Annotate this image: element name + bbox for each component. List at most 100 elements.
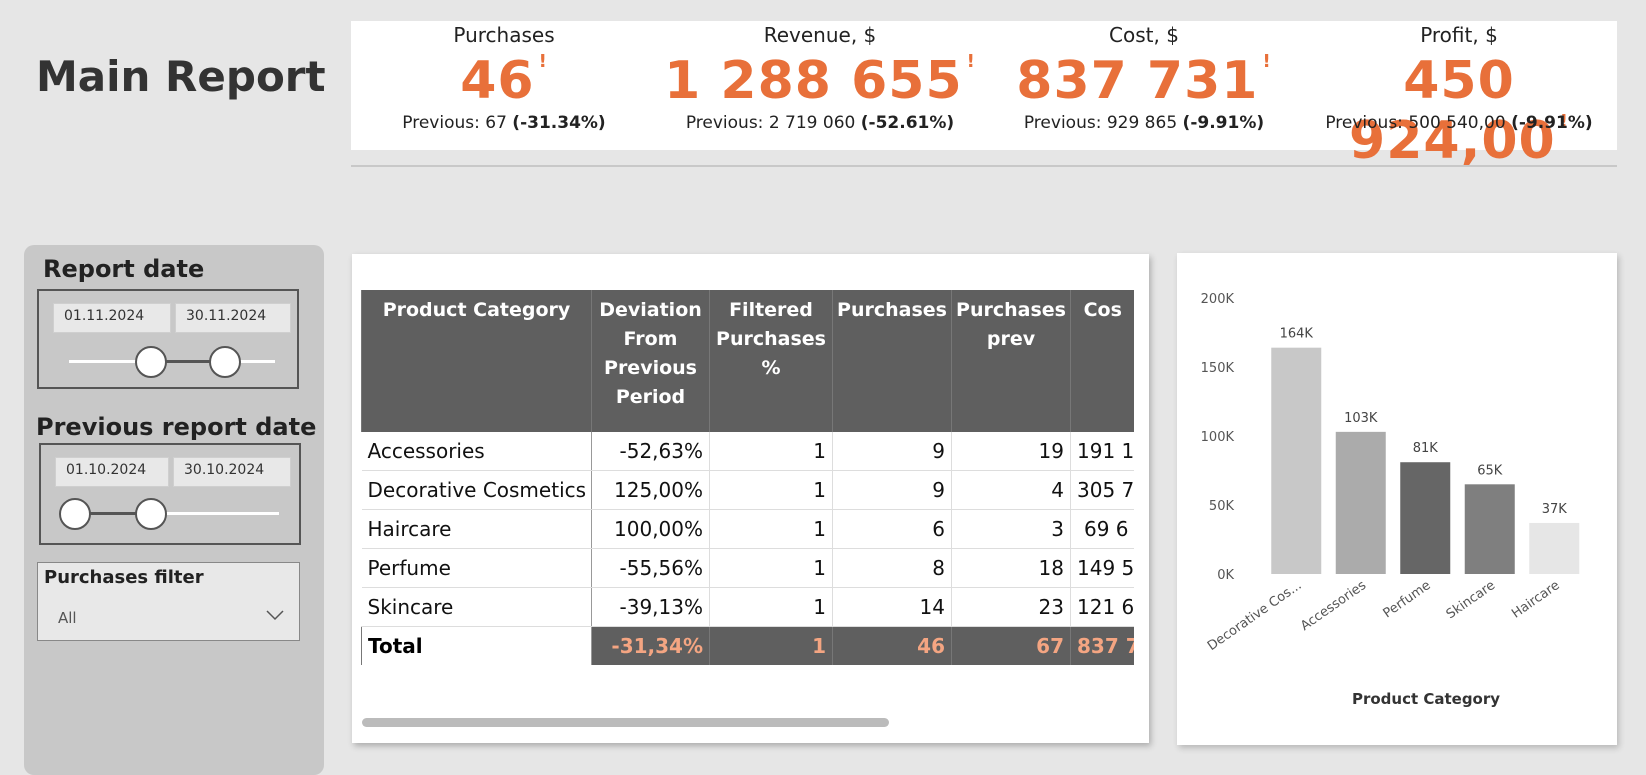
- slider-track: [73, 512, 279, 515]
- chart-card: 0K 50K 100K 150K 200K 164K Decorative Cos... 10…: [1177, 253, 1617, 745]
- date-slicer: 01.10.2024 30.10.2024: [39, 443, 301, 545]
- column-header: Deviation From Previous Period: [591, 290, 710, 432]
- header-row: Product Category Deviation From Previous …: [361, 290, 1134, 432]
- kpi-flag: !: [966, 51, 976, 72]
- data-label: 65K: [1477, 463, 1503, 478]
- slider-handle[interactable]: [209, 346, 241, 378]
- kpi-flag: !: [1559, 111, 1569, 132]
- dropdown-slicer[interactable]: Purchases filter All: [37, 562, 300, 641]
- slider-range: [73, 512, 151, 515]
- table-cell: 6: [832, 509, 952, 549]
- table-cell: 4: [951, 470, 1071, 510]
- kpi-value: 837 731: [1016, 51, 1259, 111]
- slider-handle[interactable]: [59, 498, 91, 530]
- kpi-label: Revenue, $: [763, 23, 877, 47]
- y-tick-label: 150K: [1201, 361, 1235, 376]
- x-tick-label: Skincare: [1444, 578, 1498, 622]
- dropdown-value[interactable]: All: [58, 609, 77, 627]
- table-card: Product Category Deviation From Previous …: [352, 254, 1149, 743]
- change-percent: (-52.61%): [860, 113, 955, 133]
- column-header: Filtered Purchases %: [709, 290, 833, 432]
- report-title: Main Report: [36, 52, 326, 101]
- table-cell: 19: [951, 432, 1071, 471]
- table-cell: Haircare: [361, 509, 592, 549]
- table-cell: 1: [709, 509, 833, 549]
- previous-value: Previous: 929 865: [1023, 113, 1178, 133]
- kpi-value: 450 924,00: [1349, 51, 1556, 171]
- column-header: Purchases prev: [951, 290, 1071, 432]
- table-cell: 1: [709, 587, 833, 627]
- kpi-value-box: 450 924,00!: [1299, 51, 1619, 171]
- scrollbar[interactable]: [362, 718, 889, 727]
- table-cell: Skincare: [361, 587, 592, 627]
- table-cell: Decorative Cosmetics: [361, 470, 592, 510]
- kpi-label: Purchases: [453, 23, 555, 47]
- bar: [1464, 484, 1515, 574]
- kpi-flag: !: [1262, 51, 1272, 72]
- table-cell: 8: [832, 548, 952, 588]
- data-label: 81K: [1413, 441, 1439, 456]
- y-tick-label: 0K: [1217, 568, 1234, 583]
- kpi-value: 46: [460, 51, 535, 111]
- y-tick-label: 50K: [1209, 499, 1235, 514]
- x-tick-label: Accessories: [1298, 578, 1369, 634]
- y-tick-label: 100K: [1201, 430, 1235, 445]
- table-cell: 1: [709, 548, 833, 588]
- slider-handle[interactable]: [135, 498, 167, 530]
- kpi-card: Purchases 46! Previous: 67 (-31.34%) Revenu…: [351, 21, 1619, 171]
- y-tick-label: 200K: [1201, 292, 1235, 307]
- table-cell: 9: [832, 470, 952, 510]
- previous-value: Previous: 2 719 060: [685, 113, 856, 133]
- table-cell: 100,00%: [591, 509, 710, 549]
- matrix-table: Product Category Deviation From Previous …: [361, 290, 1134, 665]
- date-slicer: 01.11.2024 30.11.2024: [37, 289, 299, 389]
- slicer-title: Previous report date: [36, 413, 317, 441]
- table-viewport: Product Category Deviation From Previous …: [361, 290, 1134, 670]
- date-input[interactable]: 30.10.2024: [173, 457, 291, 487]
- table-cell: 149 5: [1070, 548, 1134, 588]
- table-cell: 69 6: [1070, 509, 1134, 549]
- table-cell: -55,56%: [591, 548, 710, 588]
- table-cell: 3: [951, 509, 1071, 549]
- table-cell: 191 1: [1070, 432, 1134, 471]
- x-tick-label: Perfume: [1381, 578, 1434, 621]
- change-percent: (-9.91%): [1182, 113, 1265, 133]
- total-cell: 46: [832, 626, 952, 665]
- date-input[interactable]: 30.11.2024: [175, 303, 291, 333]
- date-input[interactable]: 01.11.2024: [53, 303, 171, 333]
- table-cell: 1: [709, 432, 833, 471]
- slicer-title: Report date: [43, 255, 205, 283]
- kpi-previous: Previous: 2 719 060 (-52.61%): [660, 113, 980, 133]
- slider-handle[interactable]: [135, 346, 167, 378]
- bar: [1529, 522, 1580, 574]
- slicer-title: Purchases filter: [44, 567, 204, 588]
- table-row: Accessories -52,63% 1 9 19 191 1: [361, 432, 1134, 471]
- table-row: Decorative Cosmetics 125,00% 1 9 4 305 7: [361, 470, 1134, 510]
- divider: [351, 165, 1617, 167]
- table-cell: Accessories: [361, 432, 592, 471]
- slider-range: [149, 360, 223, 363]
- chevron: [266, 610, 284, 621]
- filter-panel: Report date 01.11.2024 30.11.2024 Previo…: [24, 245, 324, 775]
- kpi-label: Cost, $: [1109, 23, 1179, 47]
- kpi-flag: !: [538, 51, 548, 72]
- date-input[interactable]: 01.10.2024: [55, 457, 169, 487]
- table-cell: 125,00%: [591, 470, 710, 510]
- kpi-value-box: 1 288 655!: [660, 51, 980, 111]
- total-cell: 837 7: [1070, 626, 1134, 665]
- data-label: 164K: [1280, 327, 1314, 342]
- table-cell: 9: [832, 432, 952, 471]
- table-cell: 23: [951, 587, 1071, 627]
- kpi-previous: Previous: 500 540,00 (-9.91%): [1299, 113, 1619, 133]
- table-cell: 121 6: [1070, 587, 1134, 627]
- table-cell: 18: [951, 548, 1071, 588]
- table-row: Haircare 100,00% 1 6 3 69 6: [361, 509, 1134, 549]
- previous-value: Previous: 500 540,00: [1325, 113, 1506, 133]
- x-tick-label: Decorative Cos...: [1205, 578, 1305, 654]
- kpi-value-box: 46!: [344, 51, 664, 111]
- table-row: Skincare -39,13% 1 14 23 121 6: [361, 587, 1134, 627]
- table-cell: 14: [832, 587, 952, 627]
- data-label: 37K: [1542, 502, 1568, 517]
- table-cell: -39,13%: [591, 587, 710, 627]
- bar-chart: 0K 50K 100K 150K 200K 164K Decorative Cos... 10…: [1201, 292, 1580, 708]
